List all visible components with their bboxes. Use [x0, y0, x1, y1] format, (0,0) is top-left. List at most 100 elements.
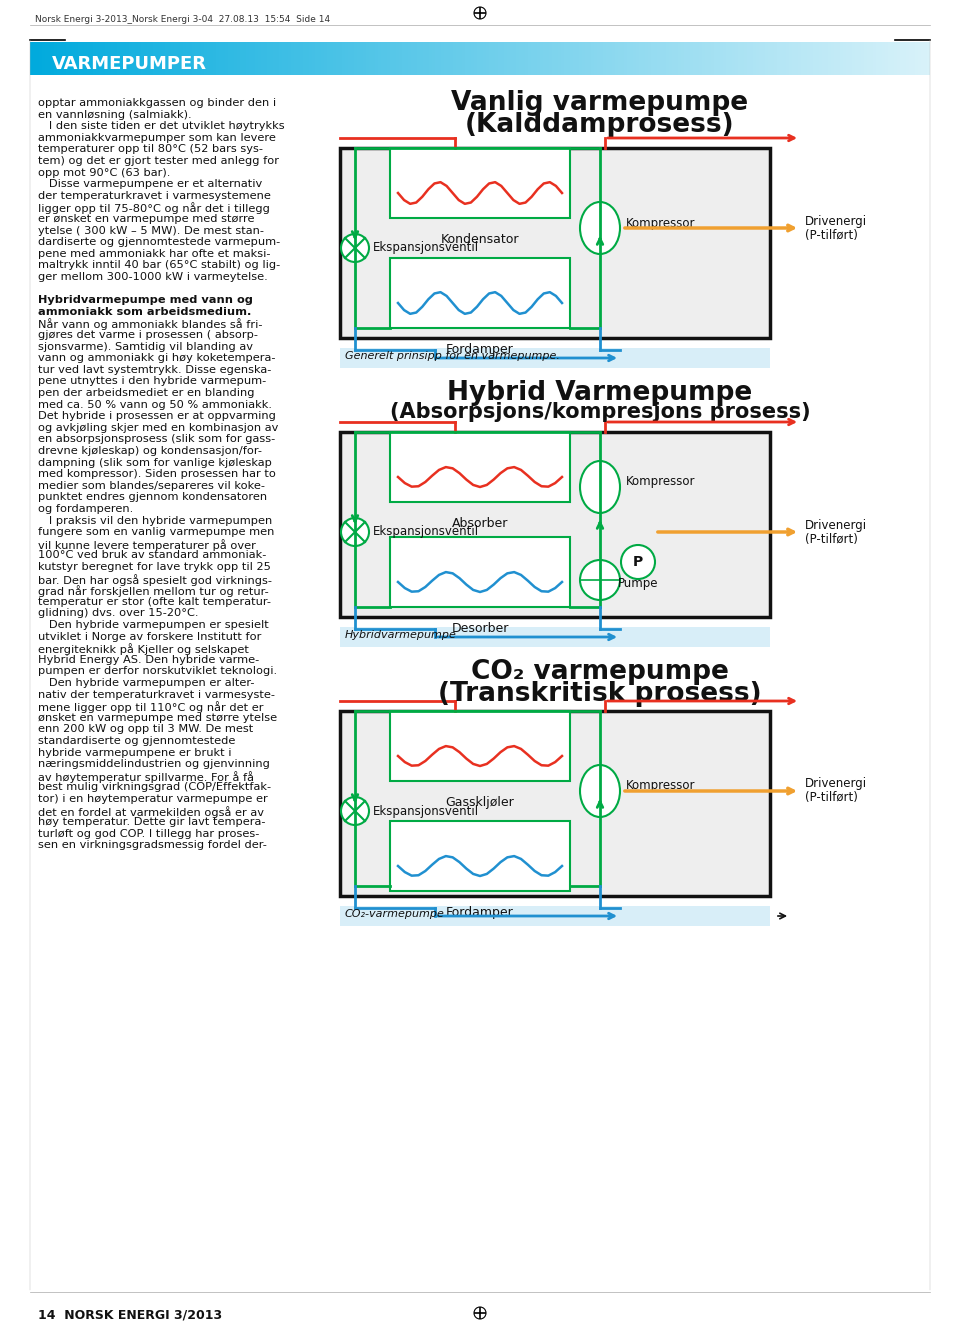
Bar	[789, 42, 792, 75]
Bar	[84, 42, 87, 75]
Bar	[141, 42, 144, 75]
Bar	[759, 42, 762, 75]
Text: vil kunne levere temperaturer på over: vil kunne levere temperaturer på over	[38, 538, 256, 550]
Bar	[441, 42, 444, 75]
Text: hybride varmepumpene er brukt i: hybride varmepumpene er brukt i	[38, 747, 231, 758]
Bar	[687, 42, 690, 75]
Bar	[726, 42, 729, 75]
Bar	[153, 42, 156, 75]
Text: I den siste tiden er det utviklet høytrykks: I den siste tiden er det utviklet høytry…	[38, 122, 284, 131]
Text: ger mellom 300-1000 kW i varmeytelse.: ger mellom 300-1000 kW i varmeytelse.	[38, 273, 268, 282]
Bar	[690, 42, 693, 75]
Text: 100°C ved bruk av standard ammoniak-: 100°C ved bruk av standard ammoniak-	[38, 550, 266, 561]
Bar	[834, 42, 837, 75]
Bar	[447, 42, 450, 75]
Bar	[57, 42, 60, 75]
Bar	[264, 42, 267, 75]
Bar	[585, 42, 588, 75]
Text: fungere som en vanlig varmepumpe men: fungere som en vanlig varmepumpe men	[38, 527, 275, 537]
Bar	[378, 42, 381, 75]
Bar	[90, 42, 93, 75]
Text: med kompressor). Siden prosessen har to: med kompressor). Siden prosessen har to	[38, 470, 276, 479]
Bar	[570, 42, 573, 75]
Text: maltrykk inntil 40 bar (65°C stabilt) og lig-: maltrykk inntil 40 bar (65°C stabilt) og…	[38, 261, 280, 270]
Bar	[831, 42, 834, 75]
Text: Hybrid Energy AS. Den hybride varme-: Hybrid Energy AS. Den hybride varme-	[38, 655, 259, 664]
Text: pumpen er derfor norskutviklet teknologi.: pumpen er derfor norskutviklet teknologi…	[38, 667, 277, 676]
Text: vann og ammoniakk gi høy koketempera-: vann og ammoniakk gi høy koketempera-	[38, 353, 276, 364]
Bar	[816, 42, 819, 75]
Bar	[414, 42, 417, 75]
Bar	[204, 42, 207, 75]
Text: ligger opp til 75-80°C og når det i tillegg: ligger opp til 75-80°C og når det i till…	[38, 202, 270, 214]
Bar	[156, 42, 159, 75]
Text: sjonsvarme). Samtidig vil blanding av: sjonsvarme). Samtidig vil blanding av	[38, 341, 253, 352]
Text: energiteknikk på Kjeller og selskapet: energiteknikk på Kjeller og selskapet	[38, 643, 249, 655]
Bar	[36, 42, 39, 75]
Bar	[111, 42, 114, 75]
Text: (Transkritisk prosess): (Transkritisk prosess)	[438, 681, 762, 706]
Text: av høytemperatur spillvarme. For å få: av høytemperatur spillvarme. For å få	[38, 771, 254, 783]
Text: CO₂-varmepumpe: CO₂-varmepumpe	[345, 909, 444, 919]
Text: Hybrid Varmepumpe: Hybrid Varmepumpe	[447, 380, 753, 406]
Bar	[345, 42, 348, 75]
Bar	[534, 42, 537, 75]
Bar	[711, 42, 714, 75]
Bar	[870, 42, 873, 75]
Text: Kompressor: Kompressor	[626, 475, 695, 488]
Ellipse shape	[580, 202, 620, 254]
Bar	[849, 42, 852, 75]
Bar	[894, 42, 897, 75]
Bar	[372, 42, 375, 75]
Text: kutstyr beregnet for lave trykk opp til 25: kutstyr beregnet for lave trykk opp til …	[38, 562, 271, 572]
Bar	[477, 42, 480, 75]
Bar	[399, 42, 402, 75]
Bar	[909, 42, 912, 75]
Bar	[195, 42, 198, 75]
Bar	[309, 42, 312, 75]
Bar	[291, 42, 294, 75]
Circle shape	[621, 545, 655, 579]
Bar	[798, 42, 801, 75]
Bar	[336, 42, 339, 75]
Bar	[366, 42, 369, 75]
Bar	[594, 42, 597, 75]
Bar	[390, 822, 570, 890]
Bar	[765, 42, 768, 75]
Bar	[888, 42, 891, 75]
Text: I praksis vil den hybride varmepumpen: I praksis vil den hybride varmepumpen	[38, 516, 273, 525]
Bar	[288, 42, 291, 75]
Bar	[561, 42, 564, 75]
Text: punktet endres gjennom kondensatoren: punktet endres gjennom kondensatoren	[38, 492, 267, 503]
Bar	[918, 42, 921, 75]
Bar	[762, 42, 765, 75]
Bar	[423, 42, 426, 75]
Text: og fordamperen.: og fordamperen.	[38, 504, 133, 515]
Bar	[340, 348, 770, 368]
Bar	[411, 42, 414, 75]
Bar	[435, 42, 438, 75]
Text: Fordamper: Fordamper	[446, 906, 514, 919]
Bar	[207, 42, 210, 75]
Text: 14  NORSK ENERGI 3/2013: 14 NORSK ENERGI 3/2013	[38, 1308, 222, 1320]
Bar	[279, 42, 282, 75]
Bar	[771, 42, 774, 75]
Text: Den hybride varmepumpen er alter-: Den hybride varmepumpen er alter-	[38, 677, 254, 688]
Bar	[669, 42, 672, 75]
Text: (Absorpsjons/kompresjons prosess): (Absorpsjons/kompresjons prosess)	[390, 402, 810, 422]
Text: er ønsket en varmepumpe med større: er ønsket en varmepumpe med større	[38, 214, 254, 224]
Bar	[486, 42, 489, 75]
Bar	[465, 42, 468, 75]
Bar	[342, 42, 345, 75]
Bar	[810, 42, 813, 75]
Bar	[123, 42, 126, 75]
Text: medier som blandes/separeres vil koke-: medier som blandes/separeres vil koke-	[38, 480, 265, 491]
Bar	[340, 433, 770, 617]
Bar	[777, 42, 780, 75]
Bar	[144, 42, 147, 75]
Bar	[906, 42, 909, 75]
Bar	[705, 42, 708, 75]
Bar	[180, 42, 183, 75]
Bar	[171, 42, 174, 75]
Bar	[417, 42, 420, 75]
